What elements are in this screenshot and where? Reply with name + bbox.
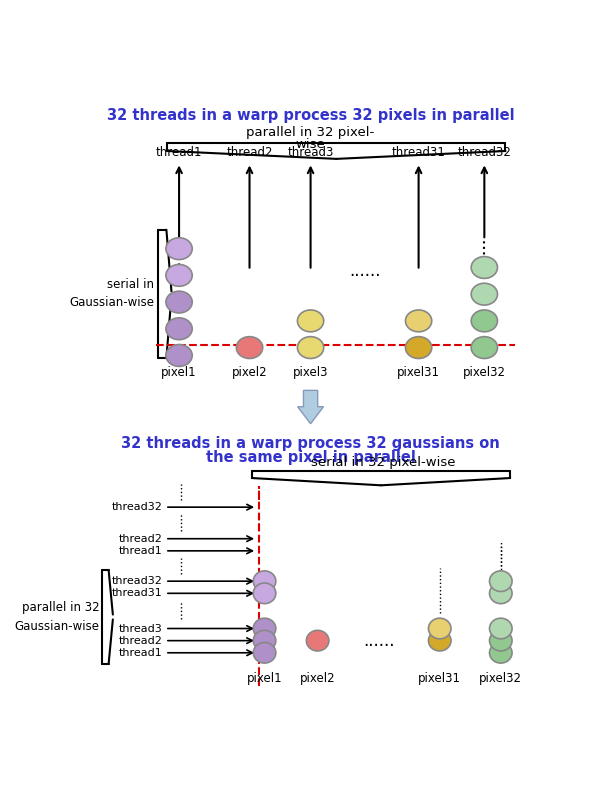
Text: serial in: serial in [107,278,154,292]
Ellipse shape [490,619,512,639]
Ellipse shape [166,291,192,313]
Text: serial in 32 pixel-wise: serial in 32 pixel-wise [311,456,456,469]
Ellipse shape [166,318,192,340]
Text: thread31: thread31 [112,589,162,598]
Text: thread3: thread3 [287,147,334,159]
Ellipse shape [471,257,498,278]
Text: ......: ...... [363,632,395,649]
Ellipse shape [253,630,276,651]
Ellipse shape [166,344,192,366]
Text: Gaussian-wise: Gaussian-wise [14,619,99,633]
Ellipse shape [298,336,324,359]
Text: thread2: thread2 [119,636,162,645]
Ellipse shape [471,310,498,332]
Text: wise: wise [296,138,325,151]
Text: pixel32: pixel32 [463,366,506,379]
Text: 32 threads in a warp process 32 pixels in parallel: 32 threads in a warp process 32 pixels i… [107,108,514,123]
Text: pixel1: pixel1 [247,672,282,686]
Ellipse shape [490,642,512,663]
Ellipse shape [166,265,192,286]
Ellipse shape [471,283,498,305]
Text: pixel2: pixel2 [231,366,267,379]
FancyArrow shape [298,390,324,424]
Text: thread1: thread1 [156,147,202,159]
Text: thread32: thread32 [112,502,162,512]
Text: pixel1: pixel1 [161,366,197,379]
Text: pixel3: pixel3 [293,366,328,379]
Ellipse shape [298,310,324,332]
Text: ......: ...... [349,262,381,280]
Text: thread3: thread3 [119,623,162,634]
Ellipse shape [490,583,512,604]
Text: Gaussian-wise: Gaussian-wise [69,296,154,310]
Text: thread31: thread31 [391,147,445,159]
Text: parallel in 32 pixel-: parallel in 32 pixel- [247,126,375,139]
Text: thread1: thread1 [119,546,162,556]
Text: thread2: thread2 [226,147,273,159]
Text: the same pixel in parallel: the same pixel in parallel [205,449,416,464]
Text: pixel31: pixel31 [418,672,461,686]
Ellipse shape [307,630,329,651]
Ellipse shape [490,630,512,651]
Ellipse shape [490,571,512,592]
Ellipse shape [253,642,276,663]
Ellipse shape [253,583,276,604]
Text: pixel31: pixel31 [397,366,440,379]
Text: thread32: thread32 [458,147,511,159]
Text: 32 threads in a warp process 32 gaussians on: 32 threads in a warp process 32 gaussian… [121,436,500,451]
Ellipse shape [405,336,431,359]
Ellipse shape [428,630,451,651]
Text: parallel in 32: parallel in 32 [22,601,99,615]
Ellipse shape [471,336,498,359]
Ellipse shape [405,310,431,332]
Ellipse shape [428,619,451,639]
Ellipse shape [253,619,276,639]
Ellipse shape [253,571,276,592]
Text: thread2: thread2 [119,533,162,544]
Ellipse shape [166,238,192,259]
Text: thread32: thread32 [112,576,162,586]
Text: pixel32: pixel32 [479,672,522,686]
Text: thread1: thread1 [119,648,162,658]
Ellipse shape [236,336,262,359]
Text: pixel2: pixel2 [300,672,336,686]
